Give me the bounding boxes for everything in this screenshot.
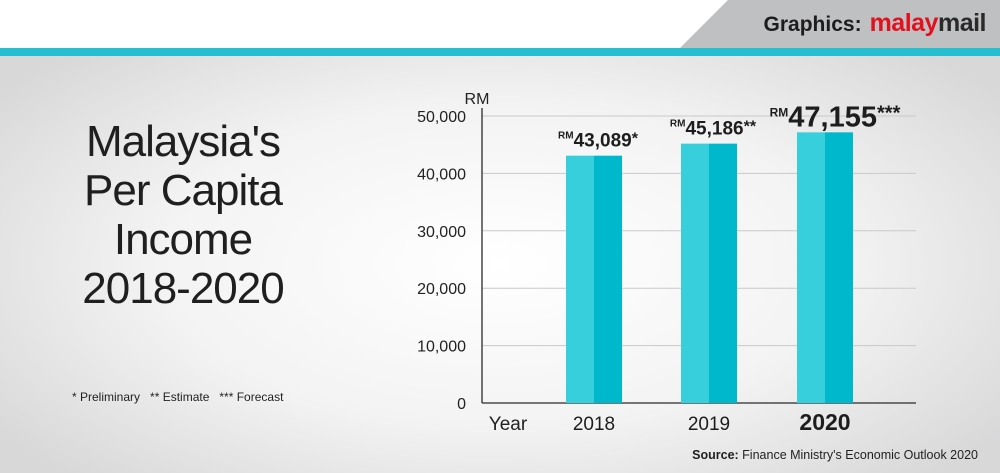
- y-axis-label: RM: [465, 91, 490, 108]
- bar: [566, 155, 594, 403]
- brand-prefix: Graphics:: [763, 13, 862, 36]
- x-tick-label: 2018: [573, 414, 615, 435]
- y-tick-label: 0: [457, 396, 466, 413]
- source-credit: Source: Finance Ministry's Economic Outl…: [692, 448, 978, 462]
- data-label: RM43,089*: [558, 131, 639, 152]
- accent-divider: [0, 48, 1000, 56]
- data-label: RM47,155***: [770, 101, 901, 133]
- x-axis-label: Year: [489, 414, 528, 435]
- x-tick-label: 2020: [799, 409, 850, 435]
- source-text: Finance Ministry's Economic Outlook 2020: [742, 448, 978, 462]
- title-line: Malaysia's: [85, 117, 281, 166]
- malaymail-logo: malaymail: [869, 9, 987, 38]
- y-tick-label: 10,000: [417, 339, 466, 356]
- footnotes: * Preliminary ** Estimate *** Forecast: [72, 390, 284, 404]
- x-tick-label: 2019: [688, 414, 730, 435]
- title-line: 2018-2020: [82, 264, 284, 313]
- title-line: Per Capita: [84, 166, 283, 215]
- y-tick-label: 30,000: [417, 224, 466, 241]
- bar-shade: [709, 143, 737, 403]
- header-brand-panel: [680, 0, 1000, 48]
- bar-shade: [594, 155, 622, 403]
- y-tick-label: 50,000: [417, 109, 466, 126]
- y-tick-label: 20,000: [417, 281, 466, 298]
- data-label: RM45,186**: [670, 119, 757, 140]
- bar-shade: [825, 132, 853, 403]
- logo-part-mail: mail: [937, 9, 987, 37]
- bar: [681, 143, 709, 403]
- title-line: Income: [113, 215, 253, 264]
- source-label: Source:: [692, 448, 739, 462]
- y-tick-label: 40,000: [417, 166, 466, 183]
- chart-title: Malaysia's Per Capita Income 2018-2020: [48, 117, 318, 313]
- bar: [797, 132, 825, 403]
- logo-part-malay: malay: [869, 9, 939, 37]
- brand-credit: Graphics: malaymail: [763, 9, 987, 39]
